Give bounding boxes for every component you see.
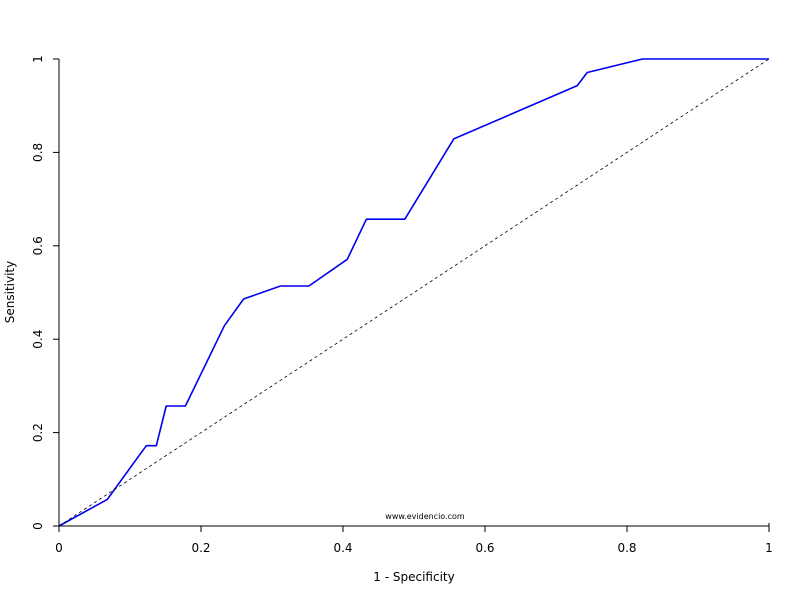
x-tick-label: 0.6 [475, 541, 494, 555]
watermark-text: www.evidencio.com [385, 512, 465, 521]
y-tick-label: 0.2 [31, 423, 45, 442]
y-tick-label: 0.6 [31, 236, 45, 255]
y-tick-label: 0 [31, 522, 45, 530]
x-tick-label: 0.8 [617, 541, 636, 555]
y-axis-title: Sensitivity [3, 261, 17, 323]
x-tick-label: 1 [765, 541, 773, 555]
y-tick-label: 0.4 [31, 330, 45, 349]
x-axis-title: 1 - Specificity [373, 570, 454, 584]
x-tick-label: 0.4 [333, 541, 352, 555]
x-axis-ticks: 0 0.2 0.4 0.6 0.8 1 [55, 526, 773, 555]
y-tick-label: 0.8 [31, 143, 45, 162]
series-layer [58, 58, 770, 527]
y-tick-label: 1 [31, 55, 45, 63]
y-axis-ticks: 0 0.2 0.4 0.6 0.8 1 [31, 55, 59, 530]
x-tick-label: 0 [55, 541, 63, 555]
x-tick-label: 0.2 [191, 541, 210, 555]
roc-curve-line [58, 58, 769, 527]
reference-diagonal-line [58, 58, 770, 527]
